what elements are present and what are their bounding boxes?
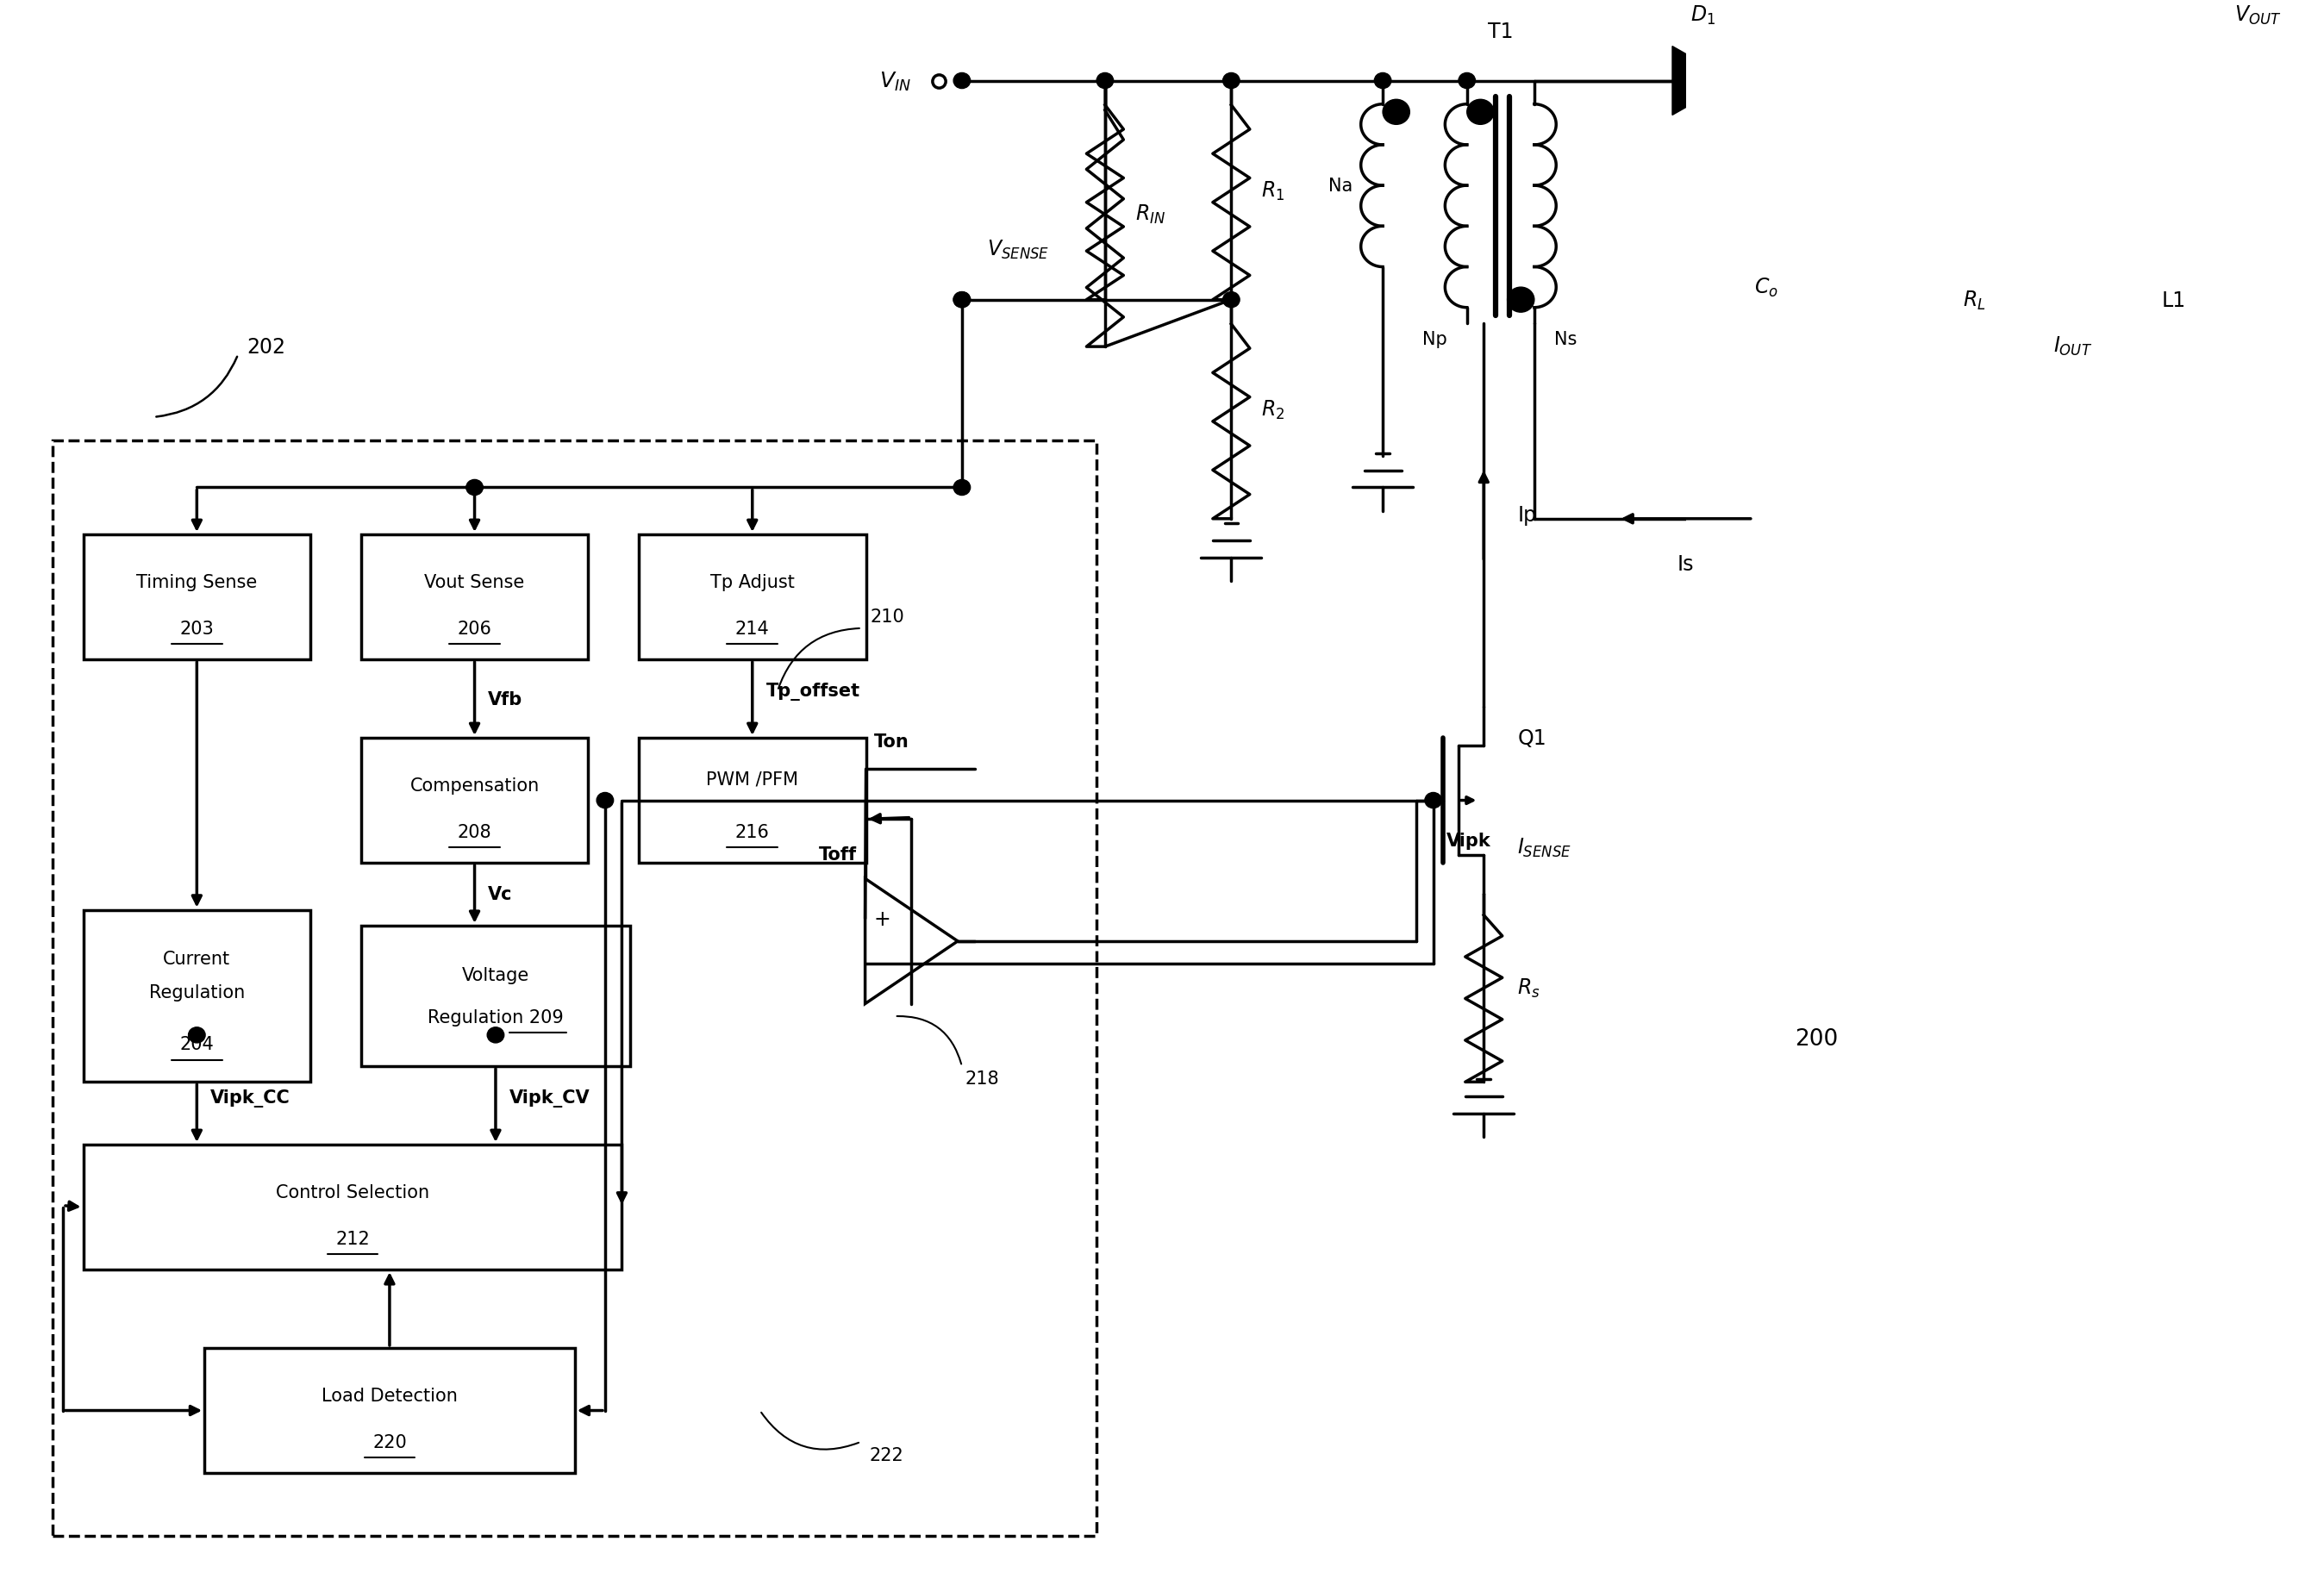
- Text: 203: 203: [179, 620, 214, 637]
- Text: Compensation: Compensation: [409, 777, 539, 794]
- Text: 204: 204: [179, 1035, 214, 1052]
- Bar: [205, 1349, 574, 1472]
- Text: 202: 202: [246, 338, 286, 358]
- Text: Voltage: Voltage: [462, 967, 530, 984]
- Circle shape: [1829, 512, 1845, 528]
- Bar: [84, 534, 311, 659]
- Circle shape: [1466, 100, 1494, 125]
- Text: Ns: Ns: [1555, 331, 1578, 349]
- Text: Regulation: Regulation: [149, 984, 244, 1002]
- Text: Timing Sense: Timing Sense: [137, 574, 258, 591]
- Text: Vout Sense: Vout Sense: [425, 574, 525, 591]
- Circle shape: [597, 792, 614, 808]
- Text: $C_{o}$: $C_{o}$: [1755, 276, 1778, 300]
- Bar: [639, 534, 867, 659]
- Bar: [639, 739, 867, 864]
- Circle shape: [1829, 73, 1845, 89]
- Circle shape: [1222, 73, 1239, 89]
- Text: $D_{1}$: $D_{1}$: [1690, 5, 1715, 27]
- Circle shape: [1425, 792, 1441, 808]
- Text: $R_{1}$: $R_{1}$: [1262, 179, 1285, 203]
- Text: 200: 200: [1794, 1027, 1838, 1049]
- Text: 210: 210: [869, 609, 904, 626]
- Circle shape: [1373, 73, 1392, 89]
- Text: Control Selection: Control Selection: [277, 1184, 430, 1201]
- Circle shape: [1222, 293, 1239, 307]
- Circle shape: [2217, 512, 2233, 528]
- Text: $V_{IN}$: $V_{IN}$: [878, 70, 911, 92]
- Text: L1: L1: [2161, 290, 2187, 311]
- Text: Np: Np: [1422, 331, 1448, 349]
- Text: $R_{IN}$: $R_{IN}$: [1136, 203, 1167, 225]
- Text: $V_{SENSE}$: $V_{SENSE}$: [988, 239, 1050, 262]
- Text: Vc: Vc: [488, 886, 514, 903]
- Text: Vipk: Vipk: [1448, 832, 1492, 850]
- Bar: [360, 926, 630, 1067]
- Circle shape: [953, 480, 971, 496]
- Text: $R_{s}$: $R_{s}$: [1518, 976, 1541, 1000]
- Text: Ip: Ip: [1518, 506, 1536, 526]
- Circle shape: [188, 1027, 205, 1043]
- Circle shape: [953, 293, 971, 307]
- Text: Toff: Toff: [818, 846, 858, 864]
- Bar: [53, 441, 1097, 1536]
- Circle shape: [2250, 73, 2266, 89]
- Circle shape: [2015, 73, 2031, 89]
- Text: 214: 214: [734, 620, 769, 637]
- Text: $I_{OUT}$: $I_{OUT}$: [2054, 334, 2092, 357]
- Text: 216: 216: [734, 823, 769, 840]
- Circle shape: [488, 1027, 504, 1043]
- Text: +: +: [874, 908, 890, 929]
- Circle shape: [467, 480, 483, 496]
- Text: 212: 212: [335, 1230, 370, 1247]
- Text: 208: 208: [458, 823, 493, 840]
- Text: Tp_offset: Tp_offset: [767, 682, 860, 701]
- Text: 222: 222: [869, 1447, 904, 1465]
- Text: Ton: Ton: [874, 734, 909, 751]
- Text: Tp Adjust: Tp Adjust: [711, 574, 795, 591]
- Text: PWM /PFM: PWM /PFM: [706, 770, 799, 788]
- Circle shape: [2015, 512, 2031, 528]
- Text: 220: 220: [372, 1433, 407, 1450]
- Polygon shape: [1673, 48, 1734, 116]
- Circle shape: [1459, 73, 1476, 89]
- Text: Current: Current: [163, 949, 230, 967]
- Text: Q1: Q1: [1518, 728, 1545, 748]
- Text: Vfb: Vfb: [488, 691, 523, 708]
- Bar: [84, 910, 311, 1083]
- Text: T1: T1: [1487, 22, 1513, 43]
- Text: Regulation 209: Regulation 209: [428, 1008, 565, 1025]
- Text: -: -: [878, 953, 885, 976]
- Text: Na: Na: [1327, 178, 1353, 195]
- Text: Is: Is: [1678, 553, 1694, 574]
- Text: Vipk_CV: Vipk_CV: [509, 1089, 590, 1106]
- Circle shape: [1097, 73, 1113, 89]
- Text: 218: 218: [964, 1070, 999, 1087]
- Circle shape: [953, 73, 971, 89]
- Circle shape: [1383, 100, 1411, 125]
- Bar: [2124, 81, 2224, 520]
- Bar: [84, 1144, 623, 1270]
- Text: Vipk_CC: Vipk_CC: [209, 1089, 290, 1106]
- Text: $R_{L}$: $R_{L}$: [1961, 288, 1985, 312]
- Text: $R_{2}$: $R_{2}$: [1262, 398, 1285, 422]
- Text: $V_{OUT}$: $V_{OUT}$: [2236, 5, 2282, 27]
- Text: 206: 206: [458, 620, 493, 637]
- Text: $I_{SENSE}$: $I_{SENSE}$: [1518, 837, 1571, 859]
- Bar: [360, 534, 588, 659]
- Bar: [360, 739, 588, 864]
- Circle shape: [1508, 288, 1534, 312]
- Circle shape: [2217, 73, 2233, 89]
- Text: Load Detection: Load Detection: [321, 1387, 458, 1404]
- Circle shape: [953, 293, 971, 307]
